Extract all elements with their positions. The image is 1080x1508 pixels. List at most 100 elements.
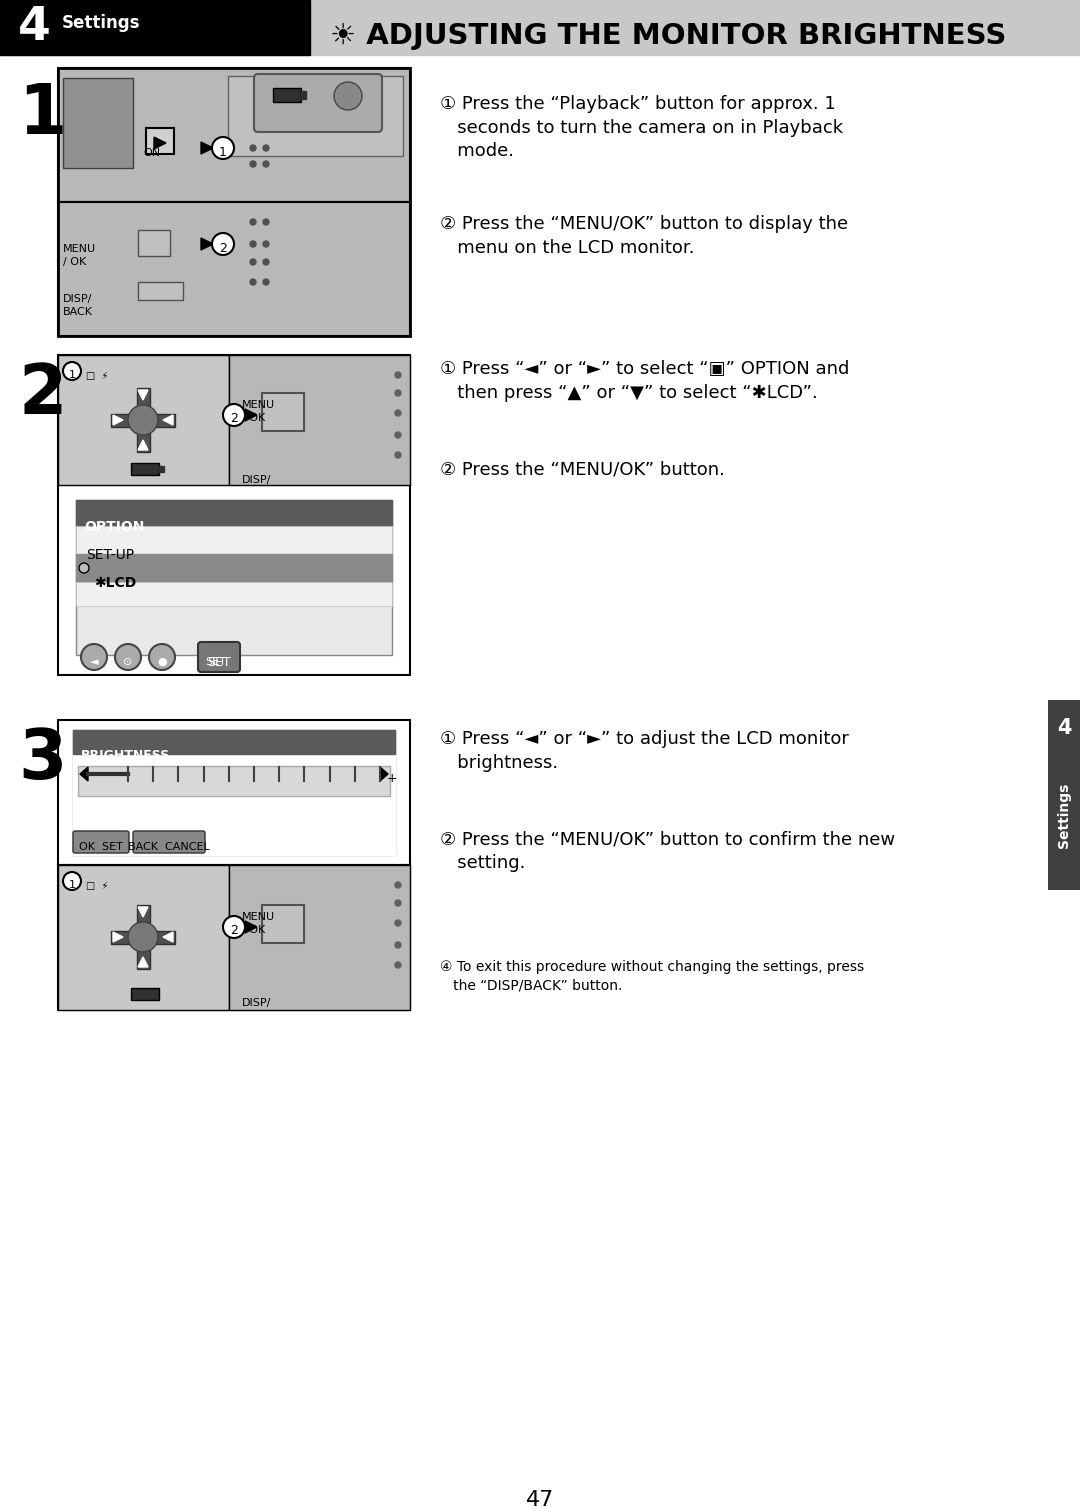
FancyBboxPatch shape (198, 642, 240, 673)
Circle shape (334, 81, 362, 110)
Text: 3: 3 (18, 727, 66, 793)
Text: MENU
/ OK: MENU / OK (242, 400, 275, 424)
Text: 1: 1 (18, 81, 66, 148)
Polygon shape (163, 932, 173, 942)
Circle shape (249, 145, 256, 151)
Bar (301, 90, 306, 100)
Bar (138, 282, 183, 300)
Text: ◄: ◄ (90, 657, 98, 667)
Bar (262, 905, 303, 942)
Polygon shape (138, 391, 148, 400)
Bar (76, 501, 392, 526)
Circle shape (249, 161, 256, 167)
Bar (76, 553, 392, 582)
Circle shape (63, 362, 81, 380)
Text: 1: 1 (68, 369, 76, 380)
Text: Settings: Settings (62, 14, 140, 32)
Polygon shape (201, 238, 213, 250)
Circle shape (222, 915, 245, 938)
Text: ON: ON (143, 148, 160, 158)
Bar (137, 905, 150, 970)
Circle shape (395, 410, 401, 416)
Circle shape (395, 882, 401, 888)
Text: ④ To exit this procedure without changing the settings, press
   the “DISP/BACK”: ④ To exit this procedure without changin… (440, 961, 864, 992)
Text: BRIGHTNESS: BRIGHTNESS (81, 749, 171, 762)
Text: BACK  CANCEL: BACK CANCEL (129, 841, 210, 852)
Text: MENU
/ OK: MENU / OK (63, 244, 96, 267)
FancyBboxPatch shape (73, 831, 129, 854)
Text: 2: 2 (18, 362, 66, 428)
Bar (262, 394, 303, 431)
Circle shape (149, 644, 175, 670)
Bar (229, 354, 410, 486)
Circle shape (249, 259, 256, 265)
Text: ☀ ADJUSTING THE MONITOR BRIGHTNESS: ☀ ADJUSTING THE MONITOR BRIGHTNESS (330, 23, 1007, 50)
Circle shape (395, 431, 401, 437)
Text: Settings: Settings (1057, 783, 1071, 847)
Circle shape (264, 219, 269, 225)
Text: DISP/: DISP/ (242, 475, 271, 486)
Text: ① Press the “Playback” button for approx. 1
   seconds to turn the camera on in : ① Press the “Playback” button for approx… (440, 95, 843, 160)
Circle shape (395, 391, 401, 397)
Polygon shape (201, 142, 213, 154)
Text: 4: 4 (18, 5, 51, 50)
Text: ⊙: ⊙ (123, 657, 133, 667)
Circle shape (129, 921, 158, 952)
Text: ① Press “◄” or “►” to adjust the LCD monitor
   brightness.: ① Press “◄” or “►” to adjust the LCD mon… (440, 730, 849, 772)
Polygon shape (380, 768, 388, 781)
Bar (58, 68, 410, 202)
Circle shape (264, 145, 269, 151)
Polygon shape (138, 906, 148, 917)
Circle shape (203, 644, 229, 670)
Bar (159, 466, 164, 472)
Bar (58, 866, 229, 1010)
Text: MENU
/ OK: MENU / OK (242, 912, 275, 935)
Text: SET: SET (205, 657, 227, 667)
Bar (58, 68, 410, 336)
Circle shape (79, 562, 89, 573)
Bar (73, 730, 395, 754)
Circle shape (264, 259, 269, 265)
Circle shape (395, 372, 401, 379)
Circle shape (129, 406, 158, 434)
Polygon shape (163, 415, 173, 425)
Circle shape (395, 920, 401, 926)
Polygon shape (245, 409, 257, 421)
Bar (58, 719, 410, 866)
Bar (146, 128, 174, 154)
Text: □  ⚡: □ ⚡ (86, 881, 108, 891)
Text: OK  SET: OK SET (79, 841, 123, 852)
Bar (138, 231, 170, 256)
Circle shape (212, 234, 234, 255)
Circle shape (264, 279, 269, 285)
Bar (76, 526, 392, 553)
Circle shape (249, 219, 256, 225)
Polygon shape (113, 932, 123, 942)
Circle shape (212, 137, 234, 158)
Text: SET: SET (207, 656, 231, 670)
Bar (137, 388, 150, 452)
Polygon shape (138, 958, 148, 967)
Bar (58, 354, 229, 486)
Polygon shape (245, 921, 257, 933)
Text: ✱LCD: ✱LCD (94, 576, 136, 590)
Bar (0, 0, 310, 54)
FancyBboxPatch shape (254, 74, 382, 133)
Circle shape (114, 644, 141, 670)
Bar (76, 501, 392, 654)
Text: ② Press the “MENU/OK” button to confirm the new
   setting.: ② Press the “MENU/OK” button to confirm … (440, 829, 895, 872)
Bar (73, 730, 395, 855)
Bar (273, 87, 301, 103)
Circle shape (395, 452, 401, 458)
Bar (229, 866, 410, 1010)
Bar (1048, 700, 1080, 890)
Text: SET-UP: SET-UP (86, 547, 134, 562)
Text: ●: ● (157, 657, 167, 667)
Text: DISP/: DISP/ (242, 998, 271, 1007)
Text: 1: 1 (68, 881, 76, 890)
Circle shape (395, 942, 401, 949)
Text: OPTION: OPTION (84, 520, 145, 534)
Bar (58, 202, 410, 336)
Text: ② Press the “MENU/OK” button to display the
   menu on the LCD monitor.: ② Press the “MENU/OK” button to display … (440, 216, 848, 256)
Circle shape (81, 644, 107, 670)
